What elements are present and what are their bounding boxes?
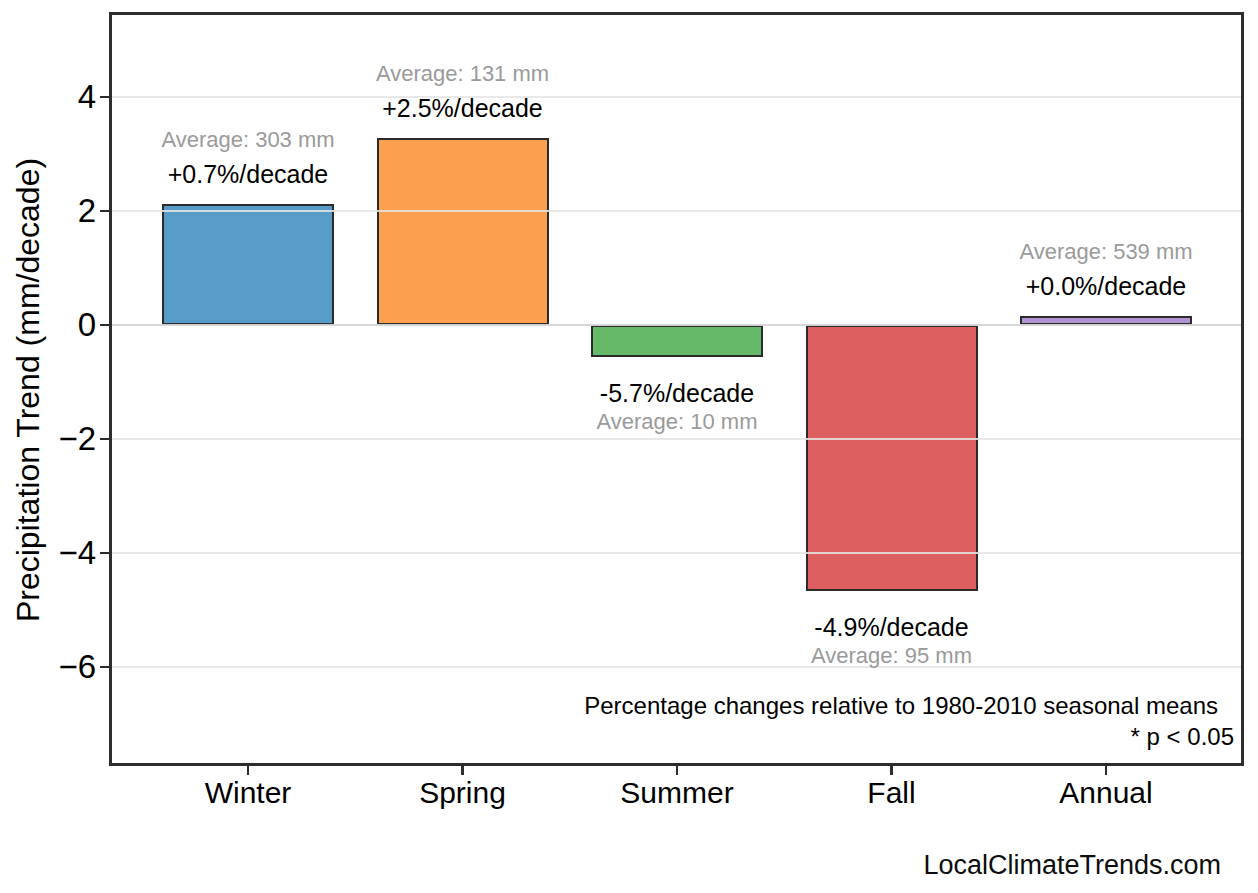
note-significance: * p < 0.05 — [1131, 722, 1234, 752]
bar-fall — [806, 325, 978, 591]
y-tick-mark — [100, 552, 110, 555]
x-tick-label-summer: Summer — [567, 776, 787, 810]
y-tick-mark — [100, 438, 110, 441]
y-tick-label: −6 — [0, 650, 96, 684]
label-avg-spring: Average: 131 mm — [298, 60, 628, 87]
label-pct-spring: +2.5%/decade — [298, 93, 628, 123]
y-tick-mark — [100, 96, 110, 99]
x-tick-mark — [676, 766, 679, 775]
label-pct-fall: -4.9%/decade — [727, 612, 1057, 642]
label-avg-summer: Average: 10 mm — [512, 408, 842, 435]
x-tick-label-spring: Spring — [353, 776, 573, 810]
y-axis-title: Precipitation Trend (mm/decade) — [10, 158, 47, 622]
label-pct-annual: +0.0%/decade — [941, 271, 1258, 301]
gridline-y4 — [112, 96, 1241, 98]
label-pct-winter: +0.7%/decade — [83, 159, 413, 189]
x-tick-label-fall: Fall — [782, 776, 1002, 810]
y-tick-mark — [100, 666, 110, 669]
x-tick-mark — [247, 766, 250, 775]
label-pct-summer: -5.7%/decade — [512, 378, 842, 408]
y-tick-label: 4 — [0, 80, 96, 114]
x-tick-label-annual: Annual — [996, 776, 1216, 810]
note-percent-basis: Percentage changes relative to 1980-2010… — [584, 691, 1218, 721]
watermark-text: LocalClimateTrends.com — [923, 850, 1221, 881]
bar-winter — [162, 204, 334, 325]
x-tick-mark — [890, 766, 893, 775]
x-tick-mark — [461, 766, 464, 775]
bar-summer — [591, 325, 763, 357]
gridline-y-4 — [112, 552, 1241, 554]
gridline-y-6 — [112, 666, 1241, 668]
y-tick-mark — [100, 324, 110, 327]
label-avg-annual: Average: 539 mm — [941, 238, 1258, 265]
x-tick-label-winter: Winter — [138, 776, 358, 810]
label-avg-fall: Average: 95 mm — [727, 642, 1057, 669]
figure: Precipitation Trend (mm/decade) Percenta… — [0, 0, 1258, 893]
gridline-y-2 — [112, 438, 1241, 440]
x-tick-mark — [1105, 766, 1108, 775]
gridline-y0 — [112, 324, 1241, 326]
gridline-y2 — [112, 210, 1241, 212]
label-avg-winter: Average: 303 mm — [83, 126, 413, 153]
y-tick-mark — [100, 210, 110, 213]
